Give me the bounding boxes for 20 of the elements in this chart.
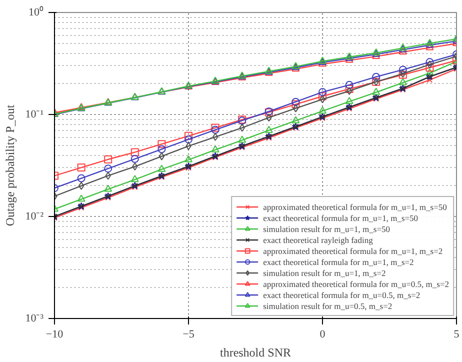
x-tick-label: −10 [46,328,64,340]
y-tick-label: 10⁻¹ [25,108,44,120]
legend-label: approximated theoretical formula for m_u=0.5, m_s=2 [263,278,449,288]
x-tick-label: 0 [320,328,326,340]
legend-label: simulation result for m_u=0.5, m_s=2 [263,300,392,310]
y-tick-label: 10⁻³ [25,312,44,324]
legend-label: exact theoretical formula for m_u=1, m_s=2 [263,256,414,266]
legend-label: approximated theoretical formula for m_u=1, m_s=50 [263,202,447,212]
x-axis-title: threshold SNR [220,346,292,360]
x-tick-label: 5 [454,328,460,340]
legend-label: exact theoretical formula for m_u=1, m_s=50 [263,212,418,222]
y-axis-title: Outage probability P_out [3,104,18,226]
legend-label: simulation result for m_u=1, m_s=50 [263,224,390,234]
legend-label: exact theoretical formula for m_u=0.5, m_s=2 [263,290,420,300]
legend-label: simulation result for m_u=1, m_s=2 [263,268,386,278]
legend-label: approximated theoretical formula for m_u=1, m_s=2 [263,246,443,256]
legend-label: exact theoretical rayleigh fading [263,234,373,244]
y-tick-label: 10⁰ [28,6,44,18]
y-tick-label: 10⁻² [25,210,44,222]
x-tick-label: −5 [182,328,195,340]
